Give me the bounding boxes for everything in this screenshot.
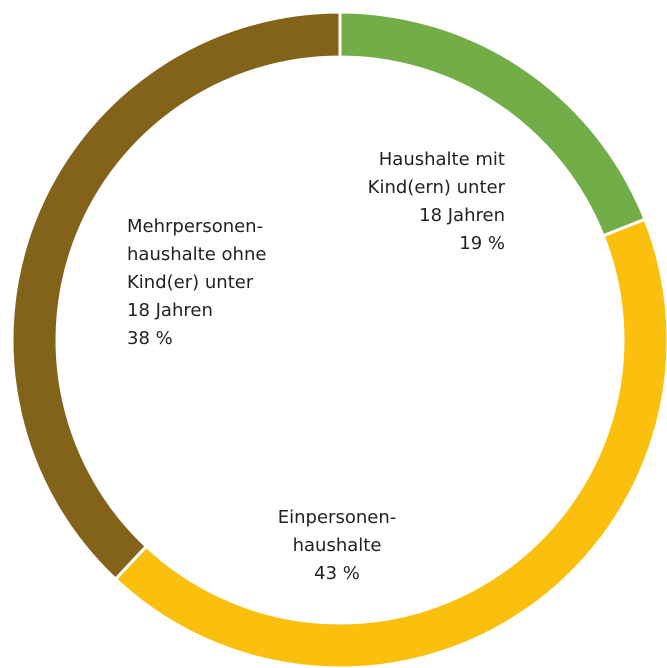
value-label: 19 % <box>459 233 505 254</box>
donut-slice <box>338 10 647 238</box>
slice-label: Mehrpersonen-haushalte ohne Kind(er) unte… <box>127 216 266 321</box>
label-line: Einpersonen- <box>278 507 396 528</box>
donut-slice <box>10 10 342 582</box>
label-line: haushalte ohne <box>127 244 266 265</box>
label-line: 18 Jahren <box>419 205 505 226</box>
label-line: Mehrpersonen- <box>127 216 263 237</box>
slice-label: Einpersonen-haushalte <box>278 507 396 556</box>
label-line: haushalte <box>293 535 382 556</box>
label-line: Kind(er) unter <box>127 272 254 293</box>
value-label: 38 % <box>127 328 173 349</box>
value-label: 43 % <box>314 563 360 584</box>
label-line: 18 Jahren <box>127 300 213 321</box>
label-line: Kind(ern) unter <box>368 177 506 198</box>
label-line: Haushalte mit <box>379 149 505 170</box>
slice-label: Haushalte mit Kind(ern) unter 18 Jahren <box>368 149 506 226</box>
